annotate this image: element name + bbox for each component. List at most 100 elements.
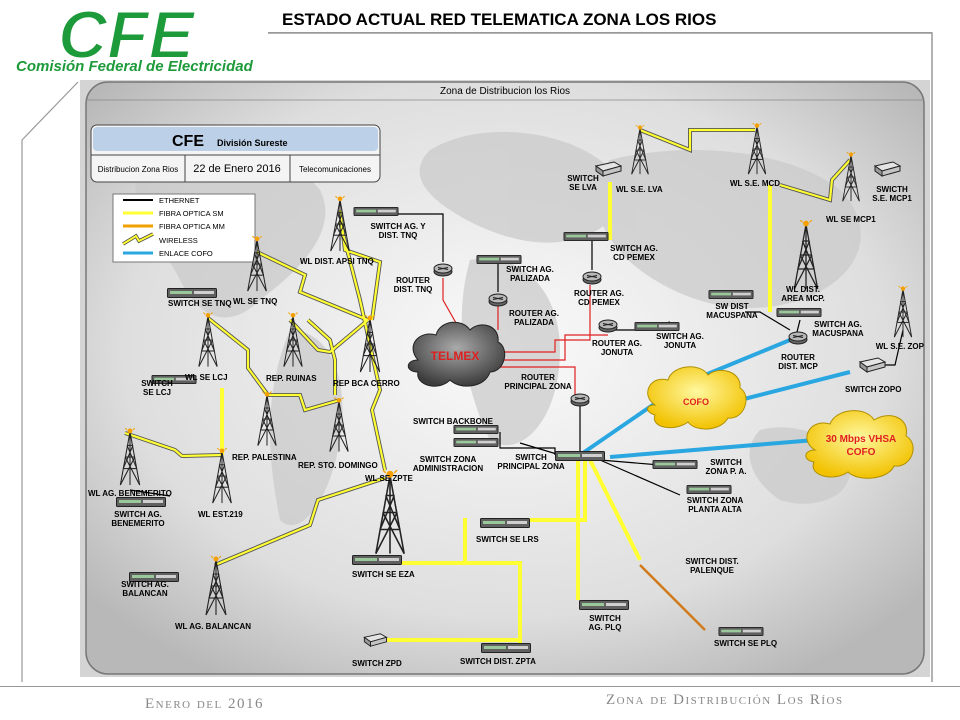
label-wl-se-mcd: WL S.E. MCD [730,179,780,188]
cofo-links [578,338,851,459]
label-wl-se-lcj: WL SE LCJ [185,373,228,382]
label-switch-dist-palenque-1: SWITCH DIST. [685,557,738,566]
label-switch-backbone: SWITCH BACKBONE [413,417,494,426]
switch-se-plq-icon [718,627,764,636]
label-sw-dist-macuspana-2: MACUSPANA [706,311,758,320]
switch-ag-macuspana-icon [776,308,822,317]
label-switch-dist-palenque-2: PALENQUE [690,566,735,575]
label-rep-sto-domingo: REP. STO. DOMINGO [298,461,378,470]
label-switch-ag-y-1: SWITCH AG. Y [370,222,426,231]
switch-principal-zona-icon [554,451,606,461]
switch-se-eza-icon [351,555,403,565]
label-rep-bca-cerro: REP BCA CERRO [333,379,400,388]
legend-label-wireless: WIRELESS [159,236,198,245]
label-switch-se-mcp1-2: S.E. MCP1 [872,194,912,203]
label-switch-se-lcj-2: SE LCJ [143,388,171,397]
label-switch-se-lrs: SWITCH SE LRS [476,535,539,544]
label-wl-est-219: WL EST.219 [198,510,243,519]
label-wl-dist-area-mcp-2: AREA MCP. [781,294,825,303]
switch-ag-plq-icon [578,600,630,610]
label-switch-ag-balancan-1: SWITCH AG. [121,580,169,589]
router-principal-zona-icon [570,393,590,407]
label-switch-dist-zpta: SWITCH DIST. ZPTA [460,657,536,666]
telmex-label: TELMEX [431,349,480,363]
sw-dist-macuspana-icon [708,290,754,299]
logo-subtitle: Comisión Federal de Electricidad [16,58,253,75]
page-title: ESTADO ACTUAL RED TELEMATICA ZONA LOS RI… [282,10,717,29]
label-switch-ag-jonuta-1: SWITCH AG. [656,332,704,341]
label-switch-se-tnq: SWITCH SE TNQ [168,299,232,308]
router-ag-palizada-icon [488,293,508,307]
cfe-logo: CFE [57,6,198,74]
label-wl-se-tnq: WL SE TNQ [233,297,277,306]
telmex-cloud: TELMEX [407,321,506,387]
wireless-links [124,128,852,567]
switch-zona-pa-icon [652,460,698,469]
label-switch-se-lva-1: SWITCH [567,174,599,183]
switch-ag-jonuta-icon [634,322,680,331]
label-router-ag-palizada-1: ROUTER AG. [509,309,559,318]
label-wl-se-lva: WL S.E. LVA [616,185,663,194]
label-switch-se-lva-2: SE LVA [569,183,597,192]
diagram-title: Zona de Distribucion los Rios [440,86,570,97]
label-sw-dist-macuspana-1: SW DIST [715,302,748,311]
label-switch-zopo: SWITCH ZOPO [845,385,901,394]
fiber-sm-links [220,182,772,650]
label-switch-principal-1: SWITCH [515,453,547,462]
label-switch-ag-cd-pemex-1: SWITCH AG. [610,244,658,253]
switch-se-lrs-icon [479,518,531,528]
switch-dist-zpta-icon [480,643,532,653]
label-switch-se-eza: SWITCH SE EZA [352,570,415,579]
label-router-dist-mcp-2: DIST. MCP [778,362,818,371]
router-ag-cd-pemex-icon [582,271,602,285]
label-switch-zpd: SWITCH ZPD [352,659,402,668]
label-switch-zona-admin-1: SWITCH ZONA [420,455,477,464]
info-division: División Sureste [217,138,288,148]
label-switch-zona-planta-2: PLANTA ALTA [688,505,742,514]
fiber-mm-link [639,564,706,631]
legend-label-ethernet: ETHERNET [159,196,200,205]
label-switch-ag-plq-1: SWITCH [589,614,621,623]
label-wl-ag-balancan: WL AG. BALANCAN [175,622,251,631]
logo-text: CFE [58,6,197,73]
info-org: CFE [172,133,204,150]
vhsa-label-line1: 30 Mbps VHSA [826,434,897,445]
legend-line-wireless [122,233,154,245]
label-wl-se-zpte: WL SE ZPTE [365,474,414,483]
legend-label-cofo: ENLACE COFO [159,249,213,258]
label-wl-se-mcp1: WL SE MCP1 [826,215,876,224]
label-switch-zona-pa-1: SWITCH [710,458,742,467]
switch-ag-y-dist-tnq-icon [353,207,399,216]
label-switch-ag-benemerito-1: SWITCH AG. [114,510,162,519]
info-box: CFE División Sureste Distribucion Zona R… [90,124,381,183]
info-zone: Distribucion Zona Rios [98,165,178,174]
label-wl-dist-apsi-tnq: WL DIST. APSI TNQ [300,257,374,266]
switch-se-tnq-icon [166,288,218,298]
title-divider [268,32,932,33]
router-dist-tnq-icon [433,263,453,277]
info-date: 22 de Enero 2016 [193,163,280,175]
switch-zona-admin-icon [453,438,499,447]
legend-label-fibra-sm: FIBRA OPTICA SM [159,209,224,218]
label-router-dist-tnq-1: ROUTER [396,276,430,285]
footer-divider [0,686,960,687]
vhsa-cofo-cloud: 30 Mbps VHSA COFO [805,410,914,479]
cofo-cloud: COFO [647,366,747,430]
switch-backbone-icon [453,425,499,434]
label-rep-palestina: REP. PALESTINA [232,453,297,462]
router-dist-mcp-icon [788,331,808,345]
legend: ETHERNET FIBRA OPTICA SM FIBRA OPTICA MM… [112,193,256,263]
label-wl-dist-area-mcp-1: WL DIST. [786,285,820,294]
label-router-dist-tnq-2: DIST. TNQ [394,285,433,294]
label-router-ag-jonuta-2: JONUTA [601,348,634,357]
label-router-ag-cd-pemex-1: ROUTER AG. [574,289,624,298]
switch-zona-planta-alta-icon [686,485,732,494]
router-ag-jonuta-icon [598,319,618,333]
label-wl-ag-benemerito: WL AG. BENEMERITO [88,489,172,498]
network-diagram: Zona de Distribucion los Rios CFE Divisi… [80,80,930,677]
label-wl-se-zop: WL S.E. ZOP [876,342,925,351]
switch-ag-cd-pemex-icon [563,232,609,241]
label-switch-ag-plq-2: AG. PLQ [589,623,622,632]
label-router-dist-mcp-1: ROUTER [781,353,815,362]
label-router-ag-cd-pemex-2: CD PEMEX [578,298,620,307]
